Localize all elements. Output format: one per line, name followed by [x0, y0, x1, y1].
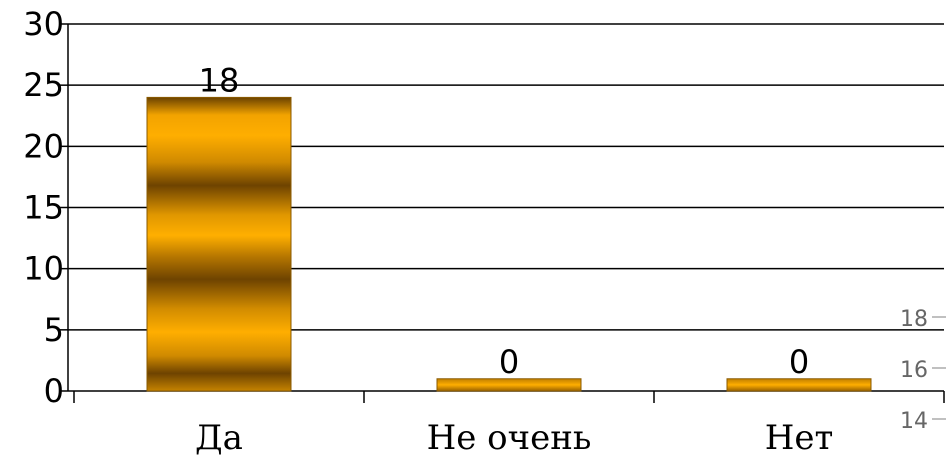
y-tick-label: 30 — [23, 5, 64, 43]
x-tick-label-3: Нет — [765, 418, 834, 458]
labels: 0 5 10 15 20 25 30 18 Да 0 Не очень 0 Нет — [23, 5, 833, 458]
bar-1 — [146, 96, 292, 392]
y-tick-label: 25 — [23, 66, 64, 104]
data-label-1: 18 — [199, 61, 240, 99]
y-tick-label: 0 — [44, 372, 64, 410]
partial-secondary-axis: 18 16 14 — [900, 307, 946, 434]
partial-axis-tick-3: 14 — [900, 409, 928, 434]
y-tick-label: 15 — [23, 189, 64, 227]
partial-axis-tick-2: 16 — [900, 358, 928, 383]
x-tick-label-1: Да — [195, 418, 243, 458]
bar-2 — [436, 378, 582, 392]
y-tick-label: 5 — [44, 311, 64, 349]
y-tick-label: 20 — [23, 127, 64, 165]
x-tick-label-2: Не очень — [427, 418, 592, 458]
data-label-2: 0 — [499, 343, 519, 381]
bars — [146, 96, 872, 392]
bar-3 — [726, 378, 872, 392]
data-label-3: 0 — [789, 343, 809, 381]
partial-axis-tick-1: 18 — [900, 307, 928, 332]
y-tick-label: 10 — [23, 250, 64, 288]
